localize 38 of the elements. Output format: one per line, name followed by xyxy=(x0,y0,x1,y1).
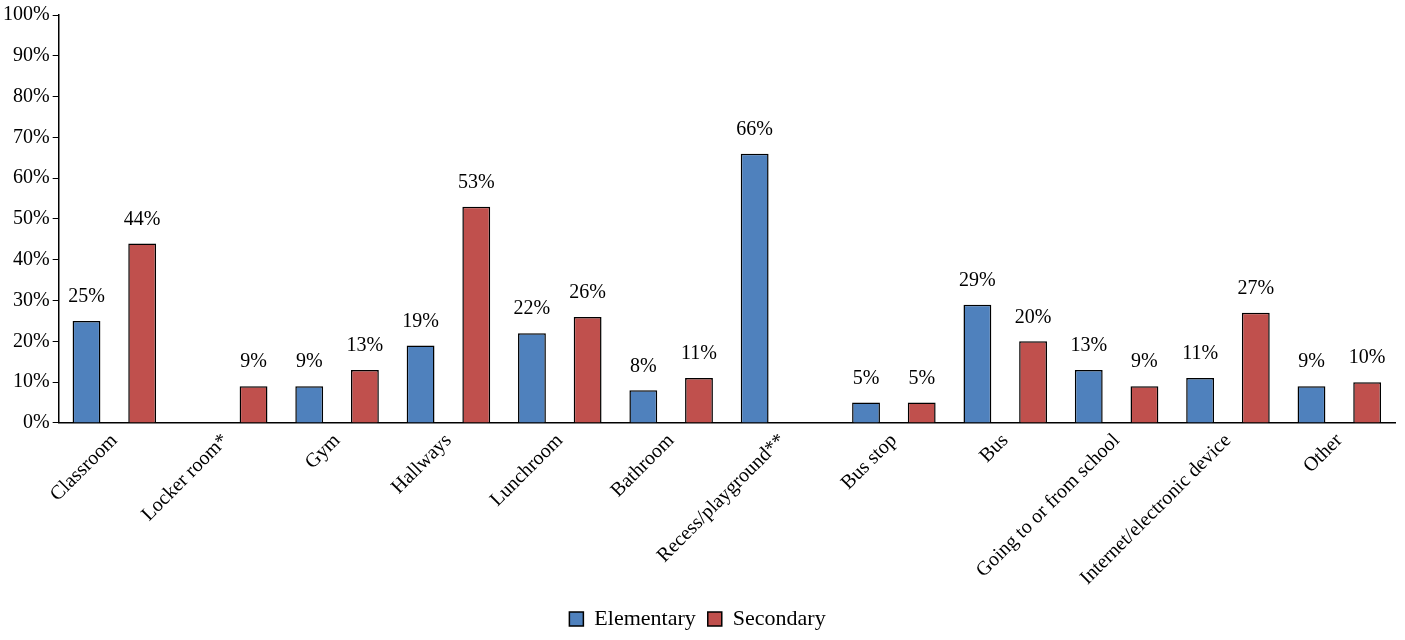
y-tick-label: 80% xyxy=(12,83,50,106)
data-label: 29% xyxy=(959,267,996,290)
x-tick-label: Gym xyxy=(299,428,345,473)
data-label: 13% xyxy=(1070,333,1108,356)
data-label: 44% xyxy=(123,206,161,229)
legend-label: Elementary xyxy=(594,604,696,630)
legend-label: Secondary xyxy=(732,604,826,630)
data-label: 9% xyxy=(1131,349,1158,372)
data-label: 22% xyxy=(513,296,551,319)
data-label: 9% xyxy=(1298,349,1325,372)
x-tick-label: Bus xyxy=(974,428,1012,466)
data-label: 11% xyxy=(681,341,717,364)
y-tick-label: 20% xyxy=(12,328,50,351)
y-tick-label: 70% xyxy=(12,124,50,147)
data-label: 25% xyxy=(68,284,105,307)
data-label: 5% xyxy=(908,365,936,388)
data-label: 27% xyxy=(1237,276,1275,299)
y-tick-label: 10% xyxy=(12,369,50,392)
data-label: 13% xyxy=(346,333,384,356)
y-tick-label: 30% xyxy=(12,287,50,310)
data-label: 9% xyxy=(240,349,267,372)
data-label: 26% xyxy=(569,280,606,303)
data-label: 11% xyxy=(1182,341,1219,364)
data-label: 5% xyxy=(852,365,880,388)
data-label: 53% xyxy=(457,169,495,192)
y-tick-label: 100% xyxy=(2,2,50,25)
data-label: 8% xyxy=(629,353,657,376)
data-label: 9% xyxy=(295,349,323,372)
y-tick-label: 40% xyxy=(12,247,50,270)
y-tick-label: 0% xyxy=(22,410,50,433)
y-tick-label: 50% xyxy=(12,206,50,229)
data-label: 66% xyxy=(736,116,774,139)
x-tick-label: Bus stop xyxy=(835,428,902,494)
data-label: 10% xyxy=(1348,345,1386,368)
y-tick-label: 60% xyxy=(12,165,50,188)
data-label: 20% xyxy=(1014,304,1052,327)
y-tick-label: 90% xyxy=(12,43,50,66)
data-label: 19% xyxy=(402,308,439,331)
